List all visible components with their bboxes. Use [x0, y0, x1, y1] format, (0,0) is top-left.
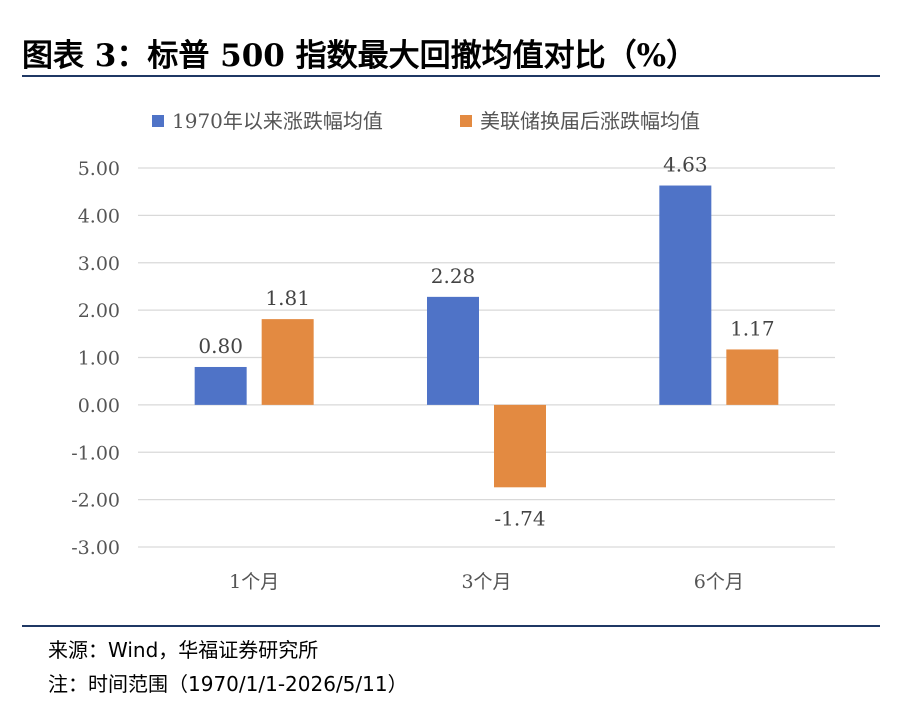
legend-swatch — [152, 115, 164, 127]
data-label: 2.28 — [431, 264, 476, 288]
y-tick-label: 2.00 — [78, 300, 120, 322]
bar-chart: 5.00 4.00 3.00 2.00 1.00 0.00 -1.00 -2.00 -3.00 0… — [71, 109, 835, 593]
data-label: 4.63 — [663, 153, 708, 177]
y-tick-label: 1.00 — [78, 348, 120, 370]
chart-title: 图表 3：标普 500 指数最大回撤均值对比（%） — [22, 38, 698, 74]
y-tick-label: 5.00 — [78, 158, 120, 180]
y-tick-label: -2.00 — [71, 490, 120, 512]
bar — [194, 366, 247, 405]
legend-swatch — [460, 115, 472, 127]
bar — [494, 404, 546, 488]
legend-label: 1970年以来涨跌幅均值 — [172, 109, 383, 133]
bar — [659, 185, 712, 405]
bar — [261, 319, 314, 405]
data-label: 1.17 — [730, 316, 775, 340]
y-tick-label: 3.00 — [78, 253, 120, 275]
footer-rule — [22, 625, 880, 627]
y-tick-label: -3.00 — [71, 537, 120, 559]
legend-label: 美联储换届后涨跌幅均值 — [480, 109, 700, 133]
bar — [726, 349, 779, 405]
title-rule — [22, 75, 880, 77]
time-range-note: 注：时间范围（1970/1/1-2026/5/11） — [48, 672, 408, 696]
data-label: 1.81 — [265, 286, 310, 310]
bar — [427, 296, 479, 405]
source-note: 来源：Wind，华福证券研究所 — [48, 638, 319, 662]
y-tick-label: 4.00 — [78, 205, 120, 227]
data-label: -1.74 — [494, 506, 545, 530]
x-tick-label: 3个月 — [461, 571, 511, 593]
x-tick-label: 6个月 — [694, 571, 744, 593]
data-label: 0.80 — [198, 334, 243, 358]
y-tick-label: -1.00 — [71, 442, 120, 464]
y-tick-label: 0.00 — [78, 395, 120, 417]
x-tick-label: 1个月 — [229, 571, 279, 593]
